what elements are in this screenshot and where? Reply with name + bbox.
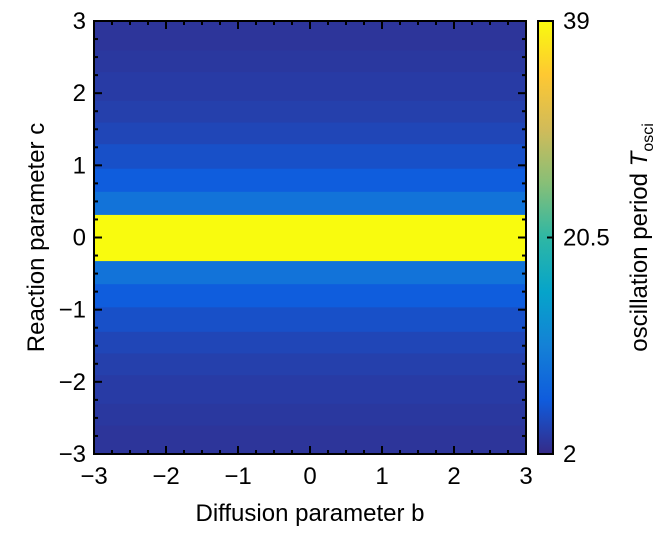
plot-frame bbox=[93, 20, 527, 455]
x-tick-label: 2 bbox=[447, 463, 460, 490]
heatmap-row bbox=[94, 283, 526, 308]
y-tick-label: −1 bbox=[59, 297, 86, 324]
x-tick-label: 0 bbox=[303, 463, 316, 490]
colorbar-tick-label: 20.5 bbox=[563, 225, 610, 252]
colorbar-label: oscillation period Tosci bbox=[626, 123, 657, 352]
y-axis-ticks: −3 −2 −1 0 1 2 3 bbox=[59, 8, 526, 468]
colorbar-ticks: 2 20.5 39 bbox=[547, 8, 610, 468]
y-tick-label: −2 bbox=[59, 369, 86, 396]
heatmap-row bbox=[94, 374, 526, 404]
heatmap-row bbox=[94, 191, 526, 215]
heatmap-row bbox=[94, 49, 526, 73]
heatmap-row bbox=[94, 168, 526, 192]
y-tick-label: −3 bbox=[59, 441, 86, 468]
y-tick-label: 3 bbox=[73, 8, 86, 35]
heatmap-row bbox=[94, 71, 526, 101]
y-tick-label: 1 bbox=[73, 152, 86, 179]
colorbar-label-subscript: osci bbox=[640, 123, 657, 151]
heatmap-row bbox=[94, 100, 526, 123]
heatmap-row bbox=[94, 352, 526, 376]
x-tick-label: −3 bbox=[80, 463, 107, 490]
heatmap-row bbox=[94, 214, 526, 262]
x-axis-label: Diffusion parameter b bbox=[195, 500, 424, 527]
y-tick-label: 0 bbox=[73, 225, 86, 252]
heatmap-row bbox=[94, 260, 526, 285]
heatmap-row bbox=[94, 331, 526, 354]
heatmap-cells bbox=[94, 21, 526, 455]
x-axis-ticks: −3 −2 −1 0 1 2 3 bbox=[80, 21, 533, 490]
heatmap-row bbox=[94, 403, 526, 426]
heatmap-row bbox=[94, 306, 526, 332]
y-axis-label: Reaction parameter c bbox=[23, 123, 50, 352]
colorbar-tick-label: 2 bbox=[563, 441, 576, 468]
x-tick-label: 1 bbox=[375, 463, 388, 490]
y-tick-label: 2 bbox=[73, 80, 86, 107]
x-tick-label: −1 bbox=[224, 463, 251, 490]
heatmap-row bbox=[94, 122, 526, 145]
x-tick-label: 3 bbox=[519, 463, 532, 490]
colorbar-label-text: oscillation period bbox=[626, 166, 653, 351]
colorbar-label-symbol: T bbox=[626, 149, 653, 166]
heatmap-row bbox=[94, 143, 526, 169]
x-tick-label: −2 bbox=[152, 463, 179, 490]
colorbar-tick-label: 39 bbox=[563, 8, 590, 35]
